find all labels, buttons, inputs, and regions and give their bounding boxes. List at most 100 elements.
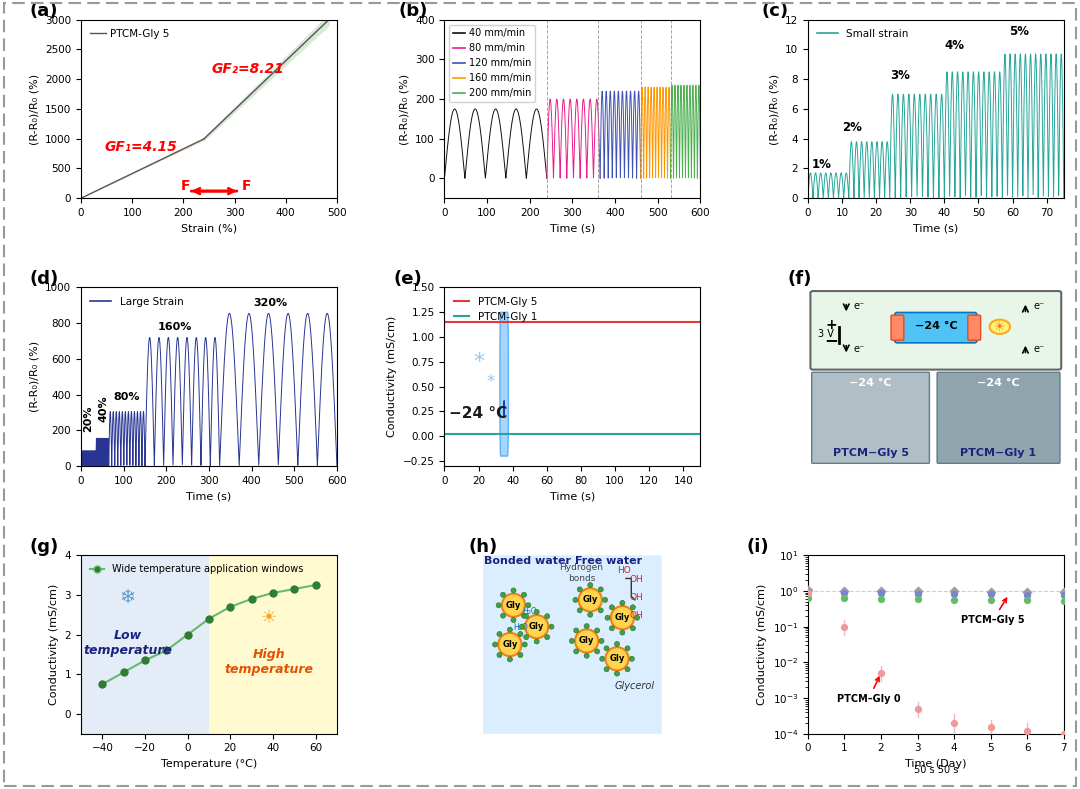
Circle shape — [605, 615, 610, 620]
Text: e⁻: e⁻ — [1034, 301, 1044, 311]
Circle shape — [598, 608, 604, 613]
Text: PTCM–Gly 5: PTCM–Gly 5 — [961, 598, 1025, 625]
Text: PTCM−Gly 5: PTCM−Gly 5 — [833, 448, 908, 458]
Point — [1018, 589, 1036, 601]
Text: −24 °C: −24 °C — [849, 378, 892, 387]
Point — [1055, 585, 1072, 598]
Point — [909, 585, 927, 597]
Circle shape — [573, 649, 579, 654]
Circle shape — [625, 646, 630, 651]
Circle shape — [492, 642, 498, 647]
Text: Gly: Gly — [529, 623, 544, 631]
Point — [179, 628, 197, 641]
PTCM-Gly 5 — [150, 157, 163, 166]
Circle shape — [522, 613, 526, 619]
PTCM-Gly 5 — [75, 193, 87, 203]
Point — [799, 586, 816, 599]
Point — [243, 593, 260, 605]
Circle shape — [609, 604, 615, 610]
X-axis label: Time (s): Time (s) — [914, 223, 958, 234]
FancyBboxPatch shape — [810, 291, 1062, 369]
Text: Glycerol: Glycerol — [615, 681, 654, 691]
Circle shape — [620, 630, 625, 635]
Text: (e): (e) — [393, 270, 422, 288]
FancyBboxPatch shape — [968, 315, 981, 340]
Text: 3%: 3% — [890, 69, 910, 82]
Text: HO: HO — [617, 567, 631, 575]
Text: (b): (b) — [399, 2, 428, 21]
PTCM-Gly 5 — [148, 159, 161, 168]
Text: (d): (d) — [30, 270, 59, 288]
Circle shape — [573, 628, 579, 633]
Circle shape — [569, 638, 575, 644]
Point — [982, 593, 999, 606]
Text: Hydrogen
bonds: Hydrogen bonds — [559, 563, 604, 583]
Circle shape — [522, 593, 526, 597]
Point — [945, 716, 962, 729]
Circle shape — [578, 587, 582, 592]
X-axis label: Time (s): Time (s) — [187, 492, 231, 501]
Point — [158, 644, 175, 656]
Circle shape — [631, 604, 635, 610]
PTCM-Gly 5 — [693, 317, 706, 327]
Text: Gly: Gly — [615, 613, 630, 623]
Legend: Large Strain: Large Strain — [86, 293, 188, 311]
Text: e⁻: e⁻ — [1034, 344, 1044, 353]
Point — [945, 588, 962, 600]
Circle shape — [599, 638, 604, 644]
Point — [836, 585, 853, 597]
Point — [909, 593, 927, 606]
Text: Gly: Gly — [609, 654, 624, 664]
Text: −24 °C: −24 °C — [449, 406, 508, 421]
PTCM-Gly 5 — [438, 317, 451, 327]
PTCM-Gly 5 — [559, 317, 572, 327]
Point — [799, 587, 816, 600]
Point — [1055, 727, 1072, 740]
Point — [945, 585, 962, 598]
Circle shape — [502, 593, 525, 617]
PTCM-Gly 1 — [693, 429, 706, 439]
X-axis label: Time (s): Time (s) — [550, 492, 595, 501]
PTCM-Gly 5 — [75, 193, 87, 203]
Text: 20%: 20% — [83, 406, 93, 432]
Text: e⁻: e⁻ — [854, 301, 865, 311]
Text: (i): (i) — [746, 537, 769, 555]
Point — [982, 588, 999, 600]
Circle shape — [611, 606, 634, 630]
Text: 80%: 80% — [113, 392, 139, 402]
Circle shape — [535, 609, 539, 615]
Point — [799, 591, 816, 604]
Circle shape — [595, 649, 599, 654]
Circle shape — [511, 618, 516, 623]
Text: 40%: 40% — [99, 395, 109, 421]
Circle shape — [525, 615, 549, 638]
Text: *: * — [473, 352, 484, 372]
Text: e⁻: e⁻ — [854, 344, 865, 353]
Circle shape — [588, 582, 593, 588]
Point — [982, 721, 999, 734]
Text: OH: OH — [630, 575, 644, 584]
Y-axis label: Conductivity (mS/cm): Conductivity (mS/cm) — [388, 316, 397, 437]
Point — [285, 582, 302, 595]
Point — [982, 585, 999, 598]
Text: H₂O: H₂O — [523, 608, 537, 616]
Circle shape — [518, 631, 523, 637]
X-axis label: Time (s): Time (s) — [550, 223, 595, 234]
Legend: 40 mm/min, 80 mm/min, 120 mm/min, 160 mm/min, 200 mm/min: 40 mm/min, 80 mm/min, 120 mm/min, 160 mm… — [449, 24, 535, 102]
PTCM-Gly 1 — [577, 429, 590, 439]
PTCM-Gly 5 — [688, 317, 701, 327]
PTCM-Gly 5 — [648, 317, 661, 327]
Text: (g): (g) — [30, 537, 59, 555]
Point — [1055, 594, 1072, 607]
Text: GF₁=4.15: GF₁=4.15 — [104, 140, 177, 154]
Point — [873, 587, 890, 600]
Point — [307, 578, 324, 591]
Text: 160%: 160% — [158, 323, 192, 332]
Text: F: F — [242, 179, 252, 193]
Point — [873, 593, 890, 605]
Point — [836, 592, 853, 604]
X-axis label: Temperature (°C): Temperature (°C) — [161, 759, 257, 769]
Circle shape — [598, 587, 604, 592]
Text: PTCM–Gly 0: PTCM–Gly 0 — [837, 677, 901, 704]
Circle shape — [572, 597, 578, 602]
